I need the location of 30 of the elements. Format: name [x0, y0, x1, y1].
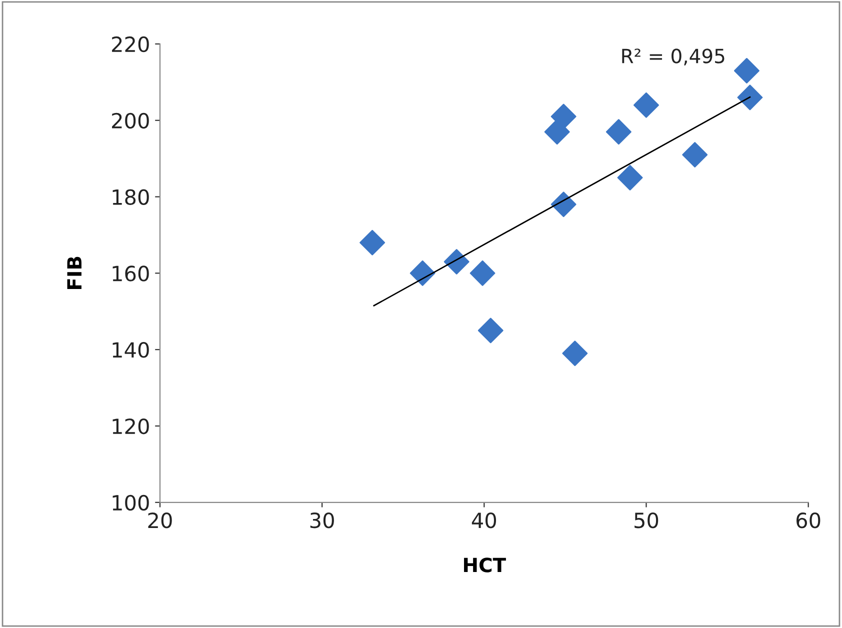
point	[606, 119, 632, 145]
point	[444, 248, 470, 274]
point	[360, 230, 386, 256]
point	[544, 119, 570, 145]
point	[682, 142, 708, 168]
y-tick-label: 200	[112, 112, 149, 129]
x-axis-title: HCT	[464, 558, 506, 572]
point	[737, 84, 763, 110]
point	[617, 164, 643, 190]
x-tick-label: 20	[148, 512, 172, 528]
y-tick-label: 220	[112, 36, 149, 52]
y-tick-label: 180	[112, 189, 149, 205]
y-tick-label: 160	[112, 266, 149, 282]
point	[550, 192, 576, 218]
y-tick-label: 120	[112, 418, 149, 434]
y-tick-label: 140	[112, 342, 149, 358]
point	[478, 318, 504, 344]
point	[734, 58, 760, 84]
y-tick-label: 100	[112, 494, 149, 511]
point	[562, 340, 588, 366]
x-tick-label: 60	[796, 512, 820, 528]
x-tick-label: 40	[472, 512, 496, 528]
annotation: R² = 0,495	[622, 48, 724, 66]
point	[634, 92, 659, 118]
point	[470, 260, 496, 286]
y-axis-title: FIB	[67, 256, 82, 290]
x-tick-label: 30	[310, 512, 334, 528]
point	[550, 104, 576, 130]
point	[410, 260, 436, 286]
x-tick-label: 50	[634, 512, 658, 528]
